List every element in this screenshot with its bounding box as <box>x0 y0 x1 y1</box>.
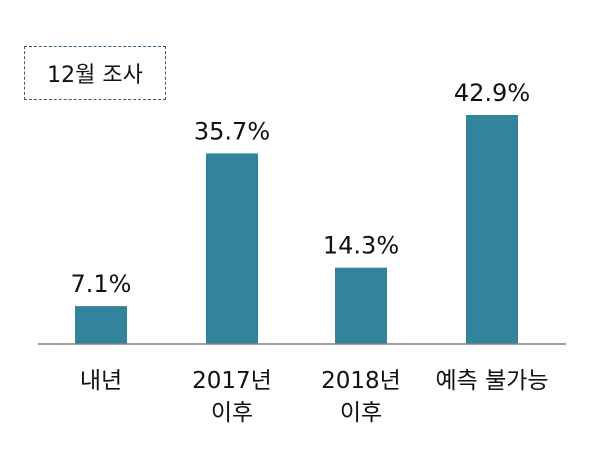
value-label-0: 7.1% <box>71 270 132 298</box>
category-label-2-line-0: 2018년 <box>321 368 401 394</box>
survey-note-text: 12월 조사 <box>47 63 143 88</box>
value-label-group: 7.1% 35.7% 14.3% 42.9% <box>71 79 531 298</box>
category-label-0-line-0: 내년 <box>80 368 122 394</box>
bar-2 <box>335 267 387 344</box>
value-label-1: 35.7% <box>194 117 270 145</box>
category-label-3-line-0: 예측 불가능 <box>435 368 548 394</box>
bar-group <box>75 115 518 344</box>
category-label-2-line-1: 이후 <box>340 400 382 426</box>
value-label-2: 14.3% <box>323 232 399 260</box>
bar-3 <box>466 115 518 344</box>
bar-0 <box>75 306 127 344</box>
bar-1 <box>206 153 258 344</box>
value-label-3: 42.9% <box>454 79 530 107</box>
survey-note-box: 12월 조사 <box>24 46 166 100</box>
category-label-1-line-1: 이후 <box>211 400 253 426</box>
category-label-1-line-0: 2017년 <box>192 368 272 394</box>
